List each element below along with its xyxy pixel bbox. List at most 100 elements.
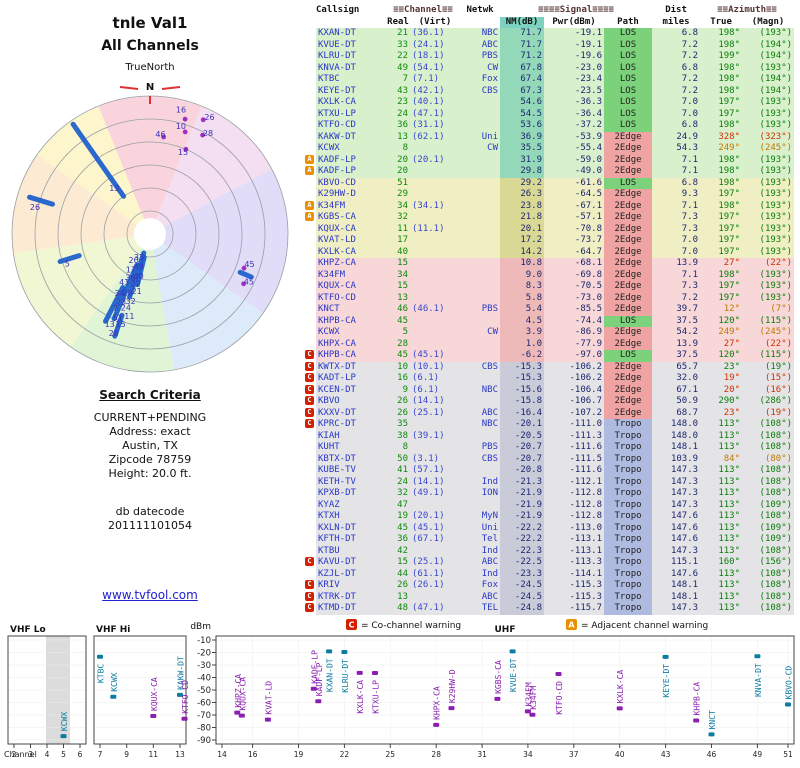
cell-flag [304,281,316,293]
cell-noise-margin: -22.2 [500,522,545,534]
cell-flag: C [304,361,316,373]
cell-callsign: KTBC [316,74,386,86]
cell-power: -113.1 [544,545,605,557]
cell-noise-margin: -6.2 [500,350,545,362]
cell-noise-margin: 8.3 [500,281,545,293]
cell-virtual-channel: (62.1) [410,131,461,143]
cell-network [460,396,501,408]
table-row: K34FM 34 9.0 -69.8 2Edge 7.1 198° (193°) [304,269,795,281]
station-marker [509,649,516,654]
polar-channel-label: 13 [105,320,115,329]
cell-callsign: KHPB-CA [316,350,386,362]
cell-azimuth-magnetic: (15°) [742,373,795,385]
cell-power: -111.6 [544,465,605,477]
cell-real-channel: 36 [386,534,410,546]
azimuth-header: ≡≡Azimuth≡≡ [717,5,777,15]
polar-channel-label: 45 [244,260,254,269]
cell-azimuth-magnetic: (193°) [742,189,795,201]
cell-distance: 147.3 [652,545,701,557]
channel-tick-label: 46 [707,750,717,759]
cell-network [460,189,501,201]
cell-virtual-channel: (46.1) [410,304,461,316]
cell-virtual-channel [410,545,461,557]
channel-tick-label: 11 [149,750,159,759]
cell-virtual-channel: (20.1) [410,154,461,166]
y-tick-label: -40 [197,674,211,684]
cell-virtual-channel [410,327,461,339]
channel-tick-label: 9 [124,750,129,759]
polar-station-dot [161,134,167,140]
cell-path: LOS [604,177,653,189]
cell-virtual-channel [410,499,461,511]
cell-flag: A [304,212,316,224]
cell-power: -112.8 [544,488,605,500]
table-row: KXAN-DT 21 (36.1) NBC 71.7 -19.1 LOS 6.8 198° (19… [304,28,795,40]
tvfool-link[interactable]: www.tvfool.com [102,588,198,602]
cell-virtual-channel: (45.1) [410,522,461,534]
cell-azimuth-true: 113° [700,580,743,592]
cell-flag: A [304,200,316,212]
cell-path: 2Edge [604,212,653,224]
station-label: K29HW-D [448,669,457,703]
table-row: KVAT-LD 17 17.2 -73.7 2Edge 7.0 197° (193°) [304,235,795,247]
polar-ring [80,164,220,304]
station-label: K34FM [524,682,533,706]
cell-distance: 148.1 [652,591,701,603]
cell-noise-margin: -24.5 [500,591,545,603]
criteria-line: Zipcode 78759 [108,453,192,466]
cell-network: Ind [460,476,501,488]
cell-callsign: KNVA-DT [316,62,386,74]
cell-distance: 7.0 [652,235,701,247]
cell-distance: 147.3 [652,488,701,500]
cell-path: 2Edge [604,407,653,419]
cell-callsign: KXAN-DT [316,28,386,40]
cell-noise-margin: 20.1 [500,223,545,235]
cell-azimuth-true: 20° [700,384,743,396]
cell-azimuth-magnetic: (108°) [742,511,795,523]
station-marker [315,699,322,704]
cell-callsign: KTXU-LP [316,108,386,120]
cell-network [460,315,501,327]
cell-network [460,292,501,304]
cell-distance: 24.9 [652,131,701,143]
table-row: KTXH 19 (20.1) MyN -21.9 -112.8 Tropo 147.6 113°… [304,511,795,523]
co-channel-warning-badge: C [305,407,314,417]
cell-flag [304,568,316,580]
cell-virtual-channel: (34.1) [410,200,461,212]
cell-azimuth-true: 197° [700,189,743,201]
cell-distance: 7.1 [652,200,701,212]
cell-flag [304,258,316,270]
cell-callsign: KADT-LP [316,373,386,385]
co-channel-warning-badge: C [305,580,314,589]
cell-power: -97.0 [544,350,605,362]
cell-power: -53.9 [544,131,605,143]
cell-real-channel: 49 [386,62,410,74]
table-row: C KXXV-DT 26 (25.1) ABC -16.4 -107.2 2Edge 68.7 2… [304,407,795,419]
polar-channel-label: 11 [124,312,134,321]
cell-virtual-channel: (3.1) [410,453,461,465]
cell-network: Fox [460,74,501,86]
cell-real-channel: 28 [386,338,410,350]
station-label: KTFO-CD [181,680,190,714]
cell-noise-margin: 9.0 [500,269,545,281]
channel-tick-label: 22 [340,750,350,759]
cell-distance: 7.0 [652,97,701,109]
cell-azimuth-true: 249° [700,143,743,155]
cell-azimuth-true: 113° [700,534,743,546]
polar-channel-label: 51 [113,314,123,323]
cell-distance: 7.0 [652,246,701,258]
cell-flag [304,465,316,477]
station-label: KAKW-DT [177,656,186,690]
criteria-line: Austin, TX [122,439,178,452]
cell-noise-margin: 54.6 [500,97,545,109]
cell-real-channel: 8 [386,143,410,155]
cell-callsign: KQUX-CA [316,223,386,235]
cell-path: 2Edge [604,166,653,178]
cell-distance: 103.9 [652,453,701,465]
polar-channel-label: 29 [122,288,132,297]
table-row: KUHT 8 PBS -20.7 -111.6 Tropo 148.1 113° (108°) [304,442,795,454]
cell-path: 2Edge [604,292,653,304]
adjacent-channel-legend-text: = Adjacent channel warning [581,621,708,631]
cell-azimuth-magnetic: (108°) [742,591,795,603]
cell-virtual-channel [410,235,461,247]
